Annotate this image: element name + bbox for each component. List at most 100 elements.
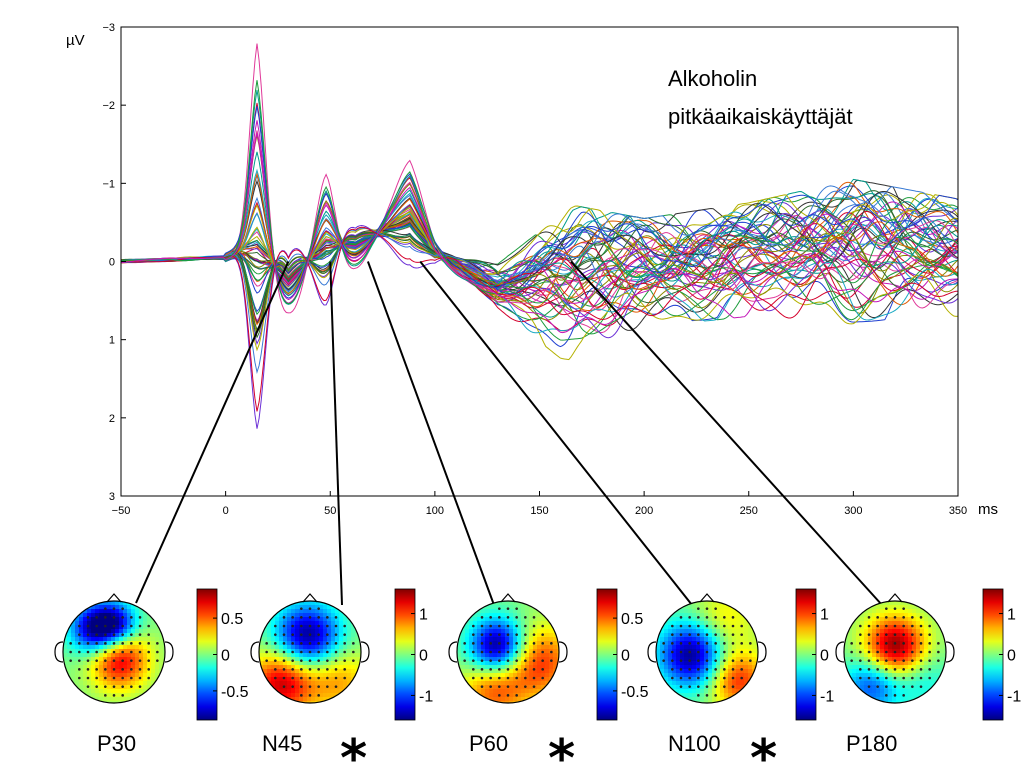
x-tick-label: 200: [635, 505, 653, 517]
erp-channel-trace: [121, 201, 959, 309]
erp-channel-trace: [121, 106, 959, 299]
chart-title-line-1: Alkoholin: [668, 66, 757, 91]
head-outline: [843, 600, 947, 704]
erp-channel-trace: [121, 215, 959, 318]
x-tick-label: 100: [426, 505, 444, 517]
y-tick-label: −2: [102, 100, 115, 112]
y-axis-unit: µV: [66, 32, 85, 49]
erp-channel-trace: [120, 185, 959, 375]
x-axis-ticks: −50 0 50 100 150 200 250 300 350: [112, 491, 967, 517]
colorbar-tick-label: 0: [820, 648, 829, 665]
topomap-p60: 0.5 0 -0.5 P60 *: [448, 588, 649, 778]
colorbar-tick-label: 1: [419, 607, 428, 624]
component-label: P180: [846, 731, 897, 756]
colorbar-tick-label: 0: [1007, 648, 1016, 665]
right-ear-shape: [558, 641, 568, 663]
left-ear-shape: [250, 641, 260, 663]
erp-channel-trace: [121, 80, 959, 305]
component-label: N100: [668, 731, 721, 756]
latency-connector: [570, 260, 883, 606]
x-tick-label: 300: [844, 505, 862, 517]
head-outline: [655, 600, 759, 704]
erp-channel-trace: [120, 196, 959, 280]
left-ear-shape: [54, 641, 64, 663]
colorbar-tick-label: -1: [419, 688, 433, 705]
colorbar: 0.5 0 -0.5: [196, 588, 249, 721]
erp-channel-trace: [120, 205, 959, 339]
colorbar-tick-label: 0.5: [621, 611, 643, 628]
significance-star: *: [548, 729, 575, 778]
erp-channel-trace: [120, 208, 959, 303]
chart-title-line-2: pitkäaikaiskäyttäjät: [668, 104, 853, 129]
nose-shape: [302, 593, 318, 603]
electrode-dots: [265, 607, 355, 697]
electrode-dots: [463, 607, 553, 697]
colorbar: 1 0 -1: [795, 588, 834, 721]
colorbar-tick-label: -0.5: [221, 684, 249, 701]
y-tick-label: 2: [109, 413, 115, 425]
erp-channel-trace: [120, 224, 959, 429]
right-ear-shape: [360, 641, 370, 663]
erp-channel-trace: [120, 234, 959, 335]
colorbar-tick-label: 1: [1007, 607, 1016, 624]
component-label: P30: [97, 731, 136, 756]
colorbar: 1 0 -1: [394, 588, 433, 721]
scalp-field: [63, 601, 165, 703]
topomap-n100: 1 0 -1 N100 *: [647, 588, 834, 778]
component-label: P60: [469, 731, 508, 756]
nose-shape: [500, 593, 516, 603]
erp-channel-trace: [120, 201, 959, 287]
nose-shape: [699, 593, 715, 603]
erp-channel-trace: [120, 89, 959, 305]
colorbar-tick-label: 0: [221, 648, 230, 665]
x-tick-label: 50: [324, 505, 336, 517]
right-ear-shape: [757, 641, 767, 663]
erp-channel-trace: [120, 133, 959, 334]
right-ear-shape: [945, 641, 955, 663]
nose-shape: [106, 593, 122, 603]
erp-channel-trace: [120, 168, 959, 334]
topomap-p180: 1 0 -1 P180: [835, 588, 1021, 756]
erp-channel-trace: [120, 179, 959, 291]
electrode-dots: [69, 607, 159, 697]
y-tick-label: −1: [102, 178, 115, 190]
erp-channel-trace: [120, 226, 959, 412]
y-tick-label: 1: [109, 335, 115, 347]
erp-channel-trace: [120, 190, 959, 331]
head-outline: [62, 600, 166, 704]
colorbar-tick-label: 1: [820, 607, 829, 624]
erp-channel-trace: [120, 194, 959, 352]
significance-star: *: [750, 729, 777, 778]
x-tick-label: 150: [530, 505, 548, 517]
colorbar-tick-label: -1: [1007, 688, 1021, 705]
scalp-field: [656, 601, 758, 703]
y-tick-label: 0: [109, 257, 115, 269]
topomap-p30: 0.5 0 -0.5 P30: [54, 588, 249, 756]
left-ear-shape: [835, 641, 845, 663]
colorbar: 1 0 -1: [982, 588, 1021, 721]
colorbar-tick-label: 0: [419, 648, 428, 665]
erp-channel-trace: [120, 225, 959, 341]
x-axis-unit: ms: [978, 501, 998, 518]
colorbar-tick-label: 0: [621, 648, 630, 665]
component-label: N45: [262, 731, 302, 756]
left-ear-shape: [448, 641, 458, 663]
latency-connector: [419, 260, 693, 606]
significance-star: *: [340, 729, 367, 778]
colorbar-tick-label: -0.5: [621, 684, 649, 701]
electrode-dots: [662, 607, 752, 697]
erp-channel-trace: [121, 172, 959, 308]
right-ear-shape: [164, 641, 174, 663]
x-tick-label: 250: [740, 505, 758, 517]
erp-traces: [120, 43, 959, 429]
erp-channel-trace: [120, 43, 959, 314]
left-ear-shape: [647, 641, 657, 663]
colorbar-tick-label: 0.5: [221, 611, 243, 628]
x-tick-label: 0: [223, 505, 229, 517]
y-tick-label: 3: [109, 491, 115, 503]
latency-connector: [366, 261, 495, 606]
latency-connectors: [135, 260, 883, 606]
scalp-field: [259, 601, 361, 703]
scalp-field: [844, 601, 946, 703]
